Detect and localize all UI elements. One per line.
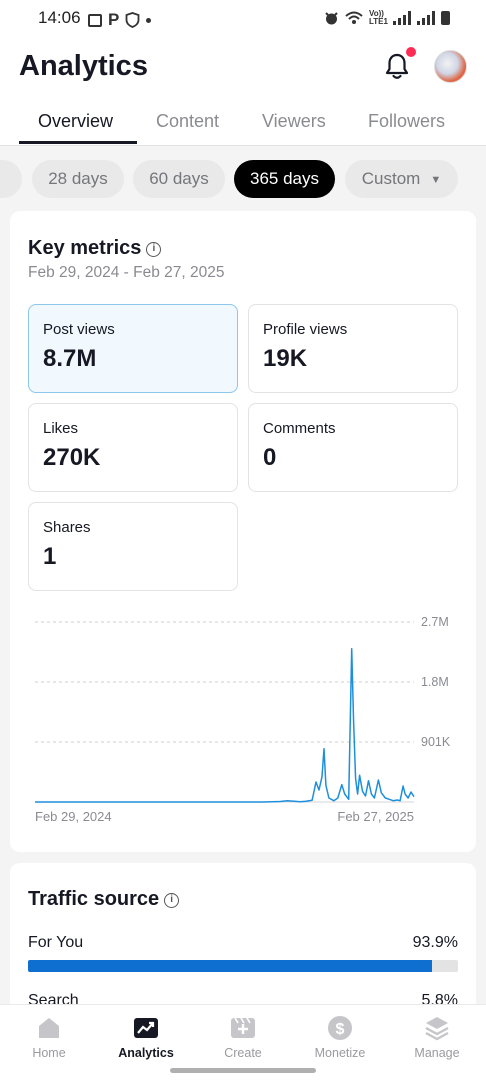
range-chip-365-days[interactable]: 365 days [234,160,335,198]
home-icon [39,1018,59,1038]
nav-monetize[interactable]: $ Monetize [300,1015,380,1060]
metric-label: Likes [43,420,79,437]
x-tick-label-start: Feb 29, 2024 [35,809,112,824]
create-icon [231,1017,255,1038]
nav-label: Create [224,1046,262,1060]
notification-dot-icon [146,17,152,23]
bell-icon[interactable] [381,50,413,82]
alarm-icon [325,11,338,24]
metric-label: Shares [43,519,91,536]
tab-viewers[interactable]: Viewers [262,111,326,131]
post-views-line [35,647,415,803]
nav-label: Manage [414,1046,460,1060]
tab-followers[interactable]: Followers [368,111,446,131]
metric-likes[interactable]: Likes 270K [28,403,238,492]
page-title: Analytics [19,50,148,82]
info-icon[interactable]: i [146,242,162,257]
traffic-bar-fill [28,960,432,972]
wifi-icon [345,11,363,24]
signal-icon-2 [417,11,435,25]
metric-label: Profile views [263,321,348,338]
traffic-row-label: For You [28,934,84,951]
key-metrics-date-range: Feb 29, 2024 - Feb 27, 2025 [28,264,225,281]
nav-manage[interactable]: Manage [397,1015,477,1060]
metric-value: 270K [43,444,101,471]
analytics-icon [134,1018,158,1038]
status-right-icons: Vo)) LTE1 [324,10,450,26]
metric-shares[interactable]: Shares 1 [28,502,238,591]
layers-icon [425,1017,449,1041]
nav-label: Home [32,1046,66,1060]
nav-create[interactable]: Create [203,1015,283,1060]
traffic-row-value: 93.9% [412,934,458,951]
custom-label: Custom [361,169,421,188]
key-metrics-title: Key metrics i [28,237,162,260]
y-tick-label: 901K [421,735,451,749]
battery-icon [441,11,450,25]
avatar[interactable] [434,50,467,83]
x-tick-label-end: Feb 27, 2025 [337,809,414,824]
key-metrics-title-text: Key metrics [28,237,142,259]
volte-icon: Vo)) LTE1 [369,9,388,26]
status-left-icons: P [88,10,152,30]
metric-value: 1 [43,543,57,570]
bottom-navigation: Home Analytics Create $ Monetize Manage [0,1004,486,1080]
gesture-bar [170,1068,316,1073]
range-chip-custom[interactable]: Custom ▼ [345,160,458,198]
metric-profile-views[interactable]: Profile views 19K [248,304,458,393]
date-range-selector: 28 days 60 days 365 days Custom ▼ [0,160,486,198]
nav-label: Analytics [118,1046,174,1060]
y-tick-label: 2.7M [421,615,449,629]
traffic-source-title: Traffic source i [28,888,180,911]
metric-label: Post views [43,321,115,338]
metric-value: 19K [263,345,308,372]
tab-content[interactable]: Content [156,111,220,131]
dollar-icon: $ [328,1016,352,1040]
metric-post-views[interactable]: Post views 8.7M [28,304,238,393]
metric-value: 8.7M [43,345,97,372]
status-bar: 14:06 P Vo)) LTE1 [0,0,486,36]
traffic-source-card [10,863,476,1004]
range-chip-60-days[interactable]: 60 days [133,160,225,198]
shield-hand-icon [125,12,140,28]
traffic-bar-for-you [28,960,458,972]
notification-badge [406,47,416,57]
range-chip-28-days[interactable]: 28 days [32,160,124,198]
traffic-source-title-text: Traffic source [28,888,160,910]
info-icon[interactable]: i [164,893,180,908]
gallery-icon [88,13,102,27]
metric-value: 0 [263,444,277,471]
nav-analytics[interactable]: Analytics [106,1015,186,1060]
signal-icon [393,11,411,25]
analytics-tabs: Overview Content Viewers Followers [0,100,486,146]
nav-home[interactable]: Home [9,1015,89,1060]
range-chip-hidden[interactable] [0,160,22,198]
tab-overview[interactable]: Overview [38,111,114,131]
active-tab-indicator [19,141,137,144]
metric-comments[interactable]: Comments 0 [248,403,458,492]
status-time: 14:06 [38,8,81,27]
post-views-chart[interactable]: 2.7M 1.8M 901K Feb 29, 2024 Feb 27, 2025 [28,608,458,833]
svg-text:$: $ [336,1021,345,1038]
parking-icon: P [108,10,120,29]
caret-down-icon: ▼ [430,173,442,186]
nav-label: Monetize [314,1046,366,1060]
metric-label: Comments [263,420,336,437]
y-tick-label: 1.8M [421,675,449,689]
